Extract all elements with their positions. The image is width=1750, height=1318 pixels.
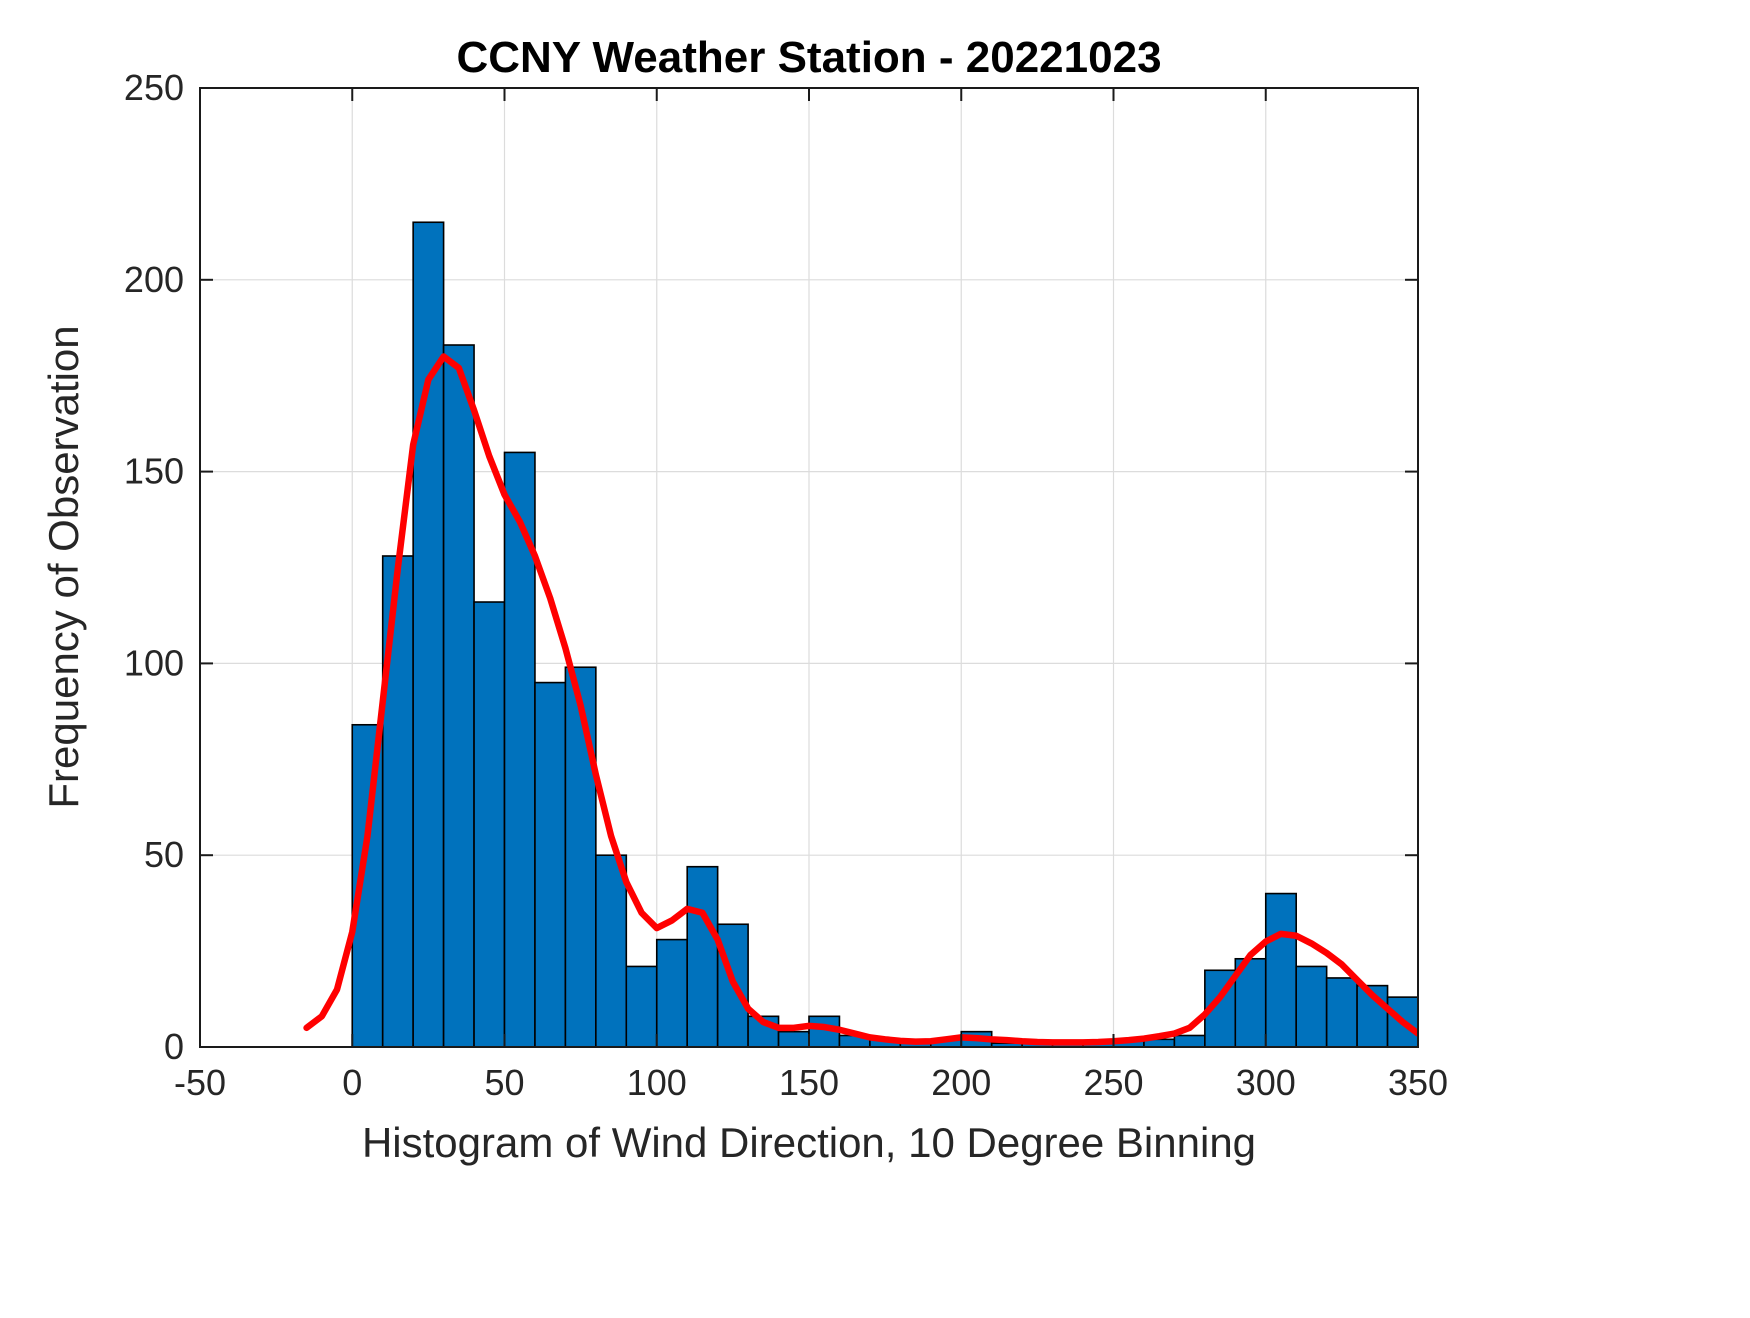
- x-axis-label: Histogram of Wind Direction, 10 Degree B…: [362, 1119, 1256, 1166]
- histogram-bar: [625, 965, 658, 1047]
- y-tick-label: 150: [124, 451, 184, 492]
- histogram-bar: [595, 854, 628, 1047]
- x-tick-label: 0: [342, 1062, 362, 1103]
- histogram-bars: [351, 221, 1418, 1047]
- histogram-bar: [564, 666, 597, 1047]
- y-tick-label: 50: [144, 834, 184, 875]
- histogram-bar: [1417, 1030, 1418, 1047]
- histogram-bar: [473, 601, 506, 1047]
- histogram-bar: [686, 865, 719, 1047]
- x-tick-labels: -50 0 50 100 150 200 250 300 350: [174, 1062, 1448, 1103]
- x-tick-label: 200: [931, 1062, 991, 1103]
- y-tick-label: 250: [124, 67, 184, 108]
- x-tick-label: 150: [779, 1062, 839, 1103]
- y-tick-label: 100: [124, 642, 184, 683]
- histogram-bar: [777, 1030, 810, 1047]
- histogram-bar: [442, 344, 475, 1047]
- histogram-bar: [1173, 1034, 1206, 1047]
- x-tick-label: -50: [174, 1062, 226, 1103]
- x-tick-label: 300: [1236, 1062, 1296, 1103]
- histogram-bar: [412, 221, 445, 1047]
- y-tick-label: 0: [164, 1026, 184, 1067]
- y-axis-label: Frequency of Observation: [40, 325, 87, 808]
- chart-title: CCNY Weather Station - 20221023: [456, 33, 1161, 82]
- histogram-bar: [381, 555, 414, 1047]
- histogram-bar: [1264, 892, 1298, 1047]
- x-tick-label: 50: [484, 1062, 524, 1103]
- y-tick-label: 200: [124, 259, 184, 300]
- axis-tick-marks: [199, 87, 1419, 1048]
- x-tick-label: 350: [1388, 1062, 1448, 1103]
- histogram-bar: [1325, 977, 1358, 1047]
- y-tick-labels: 0 50 100 150 200 250: [124, 67, 184, 1067]
- histogram-bar: [534, 681, 567, 1047]
- x-tick-label: 100: [627, 1062, 687, 1103]
- histogram-bar: [1295, 965, 1328, 1047]
- x-tick-label: 250: [1083, 1062, 1143, 1103]
- density-fit-line: [303, 353, 1418, 1046]
- histogram-bar: [655, 938, 689, 1047]
